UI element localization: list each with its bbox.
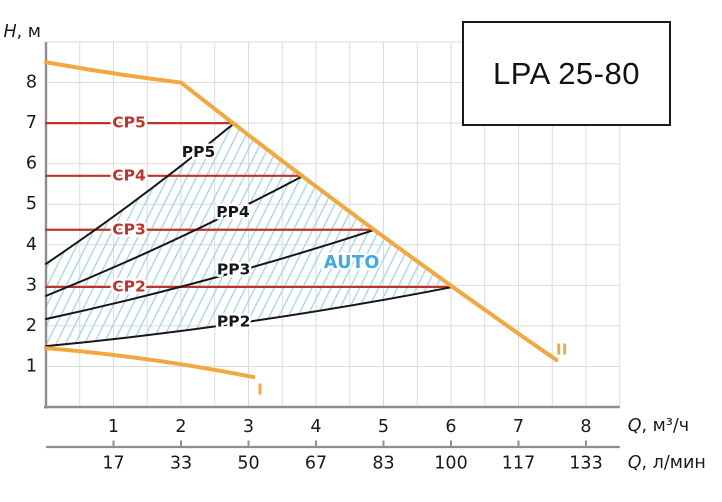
pp2-curve	[45, 285, 455, 348]
grid-lines	[46, 41, 621, 407]
y-tick-label: 8	[26, 73, 37, 93]
min-curve-label: I	[257, 380, 263, 398]
y-tick-label: 2	[26, 316, 37, 336]
cp4-label: CP4	[112, 166, 146, 184]
auto-label: AUTO	[324, 253, 380, 273]
min-curve-curve	[44, 346, 256, 379]
y-tick-label: 5	[26, 194, 37, 214]
x-axis-title: Q, м³/ч	[628, 416, 689, 436]
x-axis-secondary-title: Q, л/мин	[628, 453, 706, 473]
x-tick-label: 6	[445, 417, 456, 437]
x-tick-label: 5	[378, 417, 389, 437]
y-tick-label: 4	[26, 235, 37, 255]
x-tick-label: 1	[108, 417, 119, 437]
x-secondary-tick-label: 33	[170, 454, 192, 474]
y-tick-label: 1	[26, 356, 37, 376]
x-secondary-tick-label: 83	[372, 454, 394, 474]
auto-region	[46, 123, 454, 347]
x-secondary-tick-label: 17	[102, 454, 124, 474]
x-secondary-tick-label: 50	[237, 454, 259, 474]
x-tick-label: 4	[310, 417, 321, 437]
pp3-curve	[45, 228, 376, 320]
pp3-label: PP3	[217, 260, 251, 278]
pp5-curve	[45, 122, 236, 265]
pump-model-box: LPA 25-80	[462, 21, 671, 126]
pp5-label: PP5	[182, 143, 216, 161]
cp2-label: CP2	[112, 277, 146, 295]
x-tick-label: 7	[513, 417, 524, 437]
y-tick-label: 3	[26, 275, 37, 295]
y-axis-title: H, м	[4, 22, 42, 42]
x-tick-label: 8	[580, 417, 591, 437]
max-curve-label: II	[556, 341, 568, 359]
max-curve-curve	[44, 60, 559, 362]
x-secondary-tick-label: 100	[434, 454, 467, 474]
pump-model-label: LPA 25-80	[493, 55, 640, 91]
x-tick-label: 2	[175, 417, 186, 437]
cp3-label: CP3	[112, 220, 146, 238]
x-secondary-tick-label: 133	[569, 454, 602, 474]
pp4-label: PP4	[216, 203, 250, 221]
x-tick-label: 3	[243, 417, 254, 437]
y-tick-label: 7	[26, 113, 37, 133]
y-tick-label: 6	[26, 154, 37, 174]
pp2-label: PP2	[217, 312, 251, 330]
x-secondary-tick-label: 117	[502, 454, 535, 474]
x-secondary-tick-label: 67	[305, 454, 327, 474]
cp5-label: CP5	[112, 114, 146, 132]
pp4-curve	[45, 174, 305, 297]
